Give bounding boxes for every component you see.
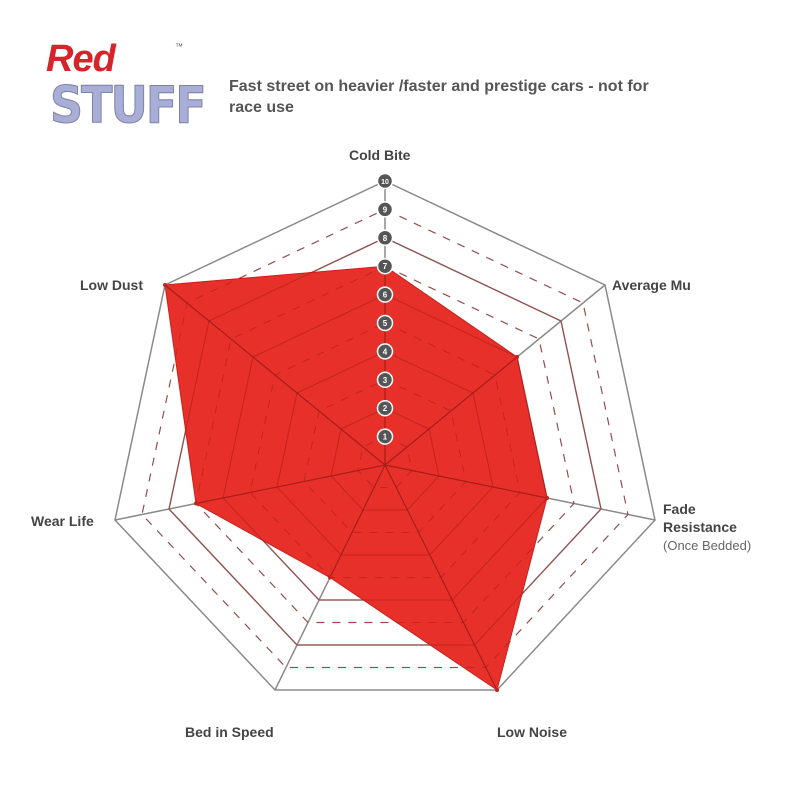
logo-red-text: Red <box>46 38 116 80</box>
scale-tick-label: 6 <box>383 291 388 300</box>
scale-tick-label: 8 <box>383 234 388 243</box>
grid-ring-overlay-7 <box>195 265 575 623</box>
grid-ring-overlay-9 <box>141 208 629 668</box>
axis-line-overlay-4 <box>329 464 386 578</box>
scale-badge-6 <box>376 286 394 303</box>
grid-ring-overlay-2 <box>330 407 440 511</box>
axis-label-low-dust: Low Dust <box>80 277 143 293</box>
grid-ring-overlay-8 <box>168 237 602 646</box>
data-point-wear-life <box>194 501 198 506</box>
scale-tick-label: 4 <box>383 347 388 356</box>
axis-label-wear-life: Wear Life <box>31 513 94 529</box>
fade-resistance-note: (Once Bedded) <box>663 538 752 553</box>
scale-badge-9 <box>376 201 394 218</box>
data-point-bed-in-speed <box>328 575 332 580</box>
logo-tm: ™ <box>175 42 183 51</box>
data-point-low-noise <box>495 688 499 692</box>
grid-ring-overlay-6 <box>222 294 548 601</box>
scale-badge-7 <box>376 257 394 275</box>
data-area <box>164 265 548 691</box>
scale-badge-3 <box>376 371 394 389</box>
scale-badge-4 <box>376 343 394 360</box>
axis-line-overlay-6 <box>164 284 386 466</box>
scale-tick-label: 7 <box>383 262 388 271</box>
axis-label-fade-resistance: Fade Resistance (Once Bedded) <box>663 500 773 555</box>
scale-tick-label: 9 <box>383 205 388 214</box>
fade-resistance-text: Fade Resistance <box>663 501 737 535</box>
axis-label-cold-bite: Cold Bite <box>349 147 411 163</box>
axis-label-average-mu: Average Mu <box>612 277 691 293</box>
logo-stuff-text: STUFF <box>50 75 208 135</box>
scale-badge-2 <box>376 399 394 417</box>
axis-line-overlay-3 <box>384 464 498 691</box>
data-point-average-mu <box>515 355 519 359</box>
grid-ring-overlay-3 <box>303 379 467 533</box>
scale-badge-8 <box>376 229 394 247</box>
axis-line-overlay-5 <box>195 464 386 505</box>
scale-badge-10 <box>376 172 394 190</box>
scale-tick-label: 1 <box>383 433 388 442</box>
data-point-fade-resistance <box>545 496 549 500</box>
scale-tick-label: 2 <box>383 404 388 413</box>
axis-label-low-noise: Low Noise <box>497 724 568 740</box>
axis-line-overlay-2 <box>384 464 548 499</box>
grid-ring-10 <box>114 180 656 691</box>
scale-tick-label: 3 <box>383 376 388 385</box>
data-point-low-dust <box>163 283 167 287</box>
scale-badge-5 <box>376 314 394 332</box>
axis-line-overlay-1 <box>384 356 518 466</box>
scale-tick-label: 10 <box>381 179 389 186</box>
grid-ring-overlay-1 <box>357 436 413 488</box>
scale-badge-1 <box>376 428 394 445</box>
redstuff-logo: Red STUFF ™ <box>40 38 207 138</box>
chart-title: Fast street on heavier /faster and prest… <box>229 78 649 116</box>
grid-ring-overlay-4 <box>276 350 494 556</box>
axis-label-bed-in-speed: Bed in Speed <box>185 724 274 740</box>
scale-tick-label: 5 <box>383 319 388 328</box>
